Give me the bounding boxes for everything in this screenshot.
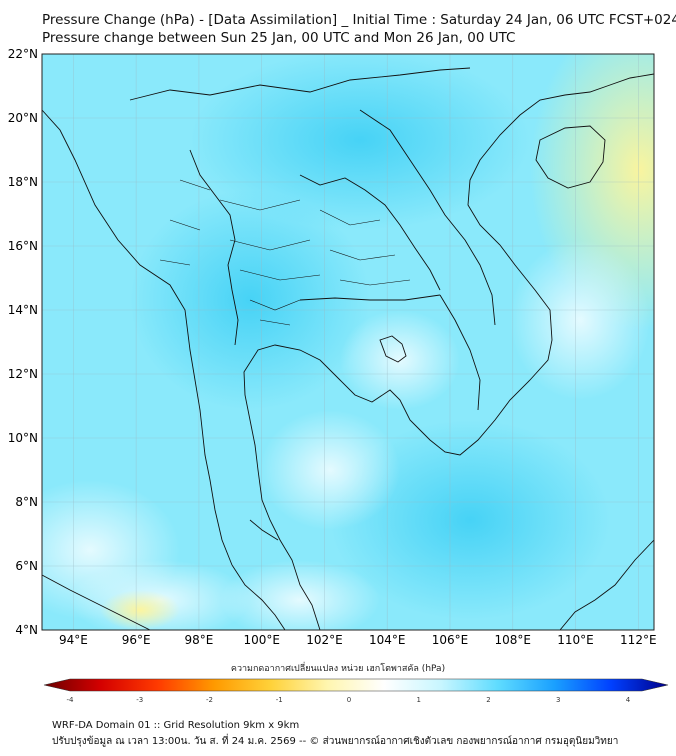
lon-tick-label: 110°E bbox=[557, 633, 594, 647]
lat-tick-label: 22°N bbox=[8, 47, 38, 61]
border-thai-cambodia bbox=[299, 294, 441, 301]
lat-tick-label: 8°N bbox=[15, 495, 38, 509]
lat-tick-label: 16°N bbox=[8, 239, 38, 253]
colorbar-ticks: -4 -3 -2 -1 0 1 2 3 4 bbox=[67, 696, 631, 704]
coastline-gulf bbox=[243, 73, 654, 630]
coastline-west bbox=[42, 109, 233, 566]
colorbar-ramp bbox=[43, 678, 669, 692]
latitude-axis-labels: 22°N 20°N 18°N 16°N 14°N 12°N 10°N 8°N 6°N 4°N bbox=[8, 47, 38, 637]
lat-tick-label: 14°N bbox=[8, 303, 38, 317]
lat-tick-label: 20°N bbox=[8, 111, 38, 125]
lat-tick-label: 18°N bbox=[8, 175, 38, 189]
lon-tick-label: 108°E bbox=[495, 633, 532, 647]
colorbar-label: ความกดอากาศเปลี่ยนแปลง หน่วย เฮกโตพาสคัล… bbox=[230, 664, 446, 674]
colorbar-tick-label: 0 bbox=[347, 696, 351, 704]
colorbar-tick-label: 2 bbox=[486, 696, 490, 704]
lat-tick-label: 6°N bbox=[15, 559, 38, 573]
coastline-peninsula-west bbox=[231, 564, 286, 630]
lon-tick-label: 98°E bbox=[184, 633, 213, 647]
map-title-line2: Pressure change between Sun 25 Jan, 00 U… bbox=[42, 30, 516, 46]
colorbar-tick-label: -1 bbox=[276, 696, 283, 704]
footer-update-info: ปรับปรุงข้อมูล ณ เวลา 13:00น. วัน ส. ที่… bbox=[52, 736, 619, 747]
colorbar-tick-label: -4 bbox=[67, 696, 75, 704]
hainan-island bbox=[535, 125, 606, 189]
colorbar-tick-label: -2 bbox=[206, 696, 213, 704]
pressure-field-shading bbox=[42, 54, 654, 630]
coastline-borneo bbox=[559, 539, 654, 630]
border-myanmar-thai bbox=[189, 149, 239, 346]
map-frame bbox=[41, 53, 655, 631]
province-lines bbox=[159, 179, 411, 326]
lon-tick-label: 106°E bbox=[432, 633, 469, 647]
lon-tick-label: 94°E bbox=[59, 633, 88, 647]
border-china-north bbox=[129, 67, 471, 101]
colorbar-tick-label: 1 bbox=[417, 696, 421, 704]
lat-tick-label: 10°N bbox=[8, 431, 38, 445]
lat-tick-label: 12°N bbox=[8, 367, 38, 381]
coastline-sumatra bbox=[42, 574, 151, 630]
lat-lon-grid bbox=[42, 53, 654, 631]
colorbar-tick-label: 4 bbox=[626, 696, 631, 704]
border-laos-vietnam bbox=[359, 109, 496, 326]
longitude-axis-labels: 94°E 96°E 98°E 100°E 102°E 104°E 106°E 108°E 110… bbox=[59, 633, 657, 647]
colorbar-tick-label: -3 bbox=[136, 696, 143, 704]
lat-tick-label: 4°N bbox=[15, 623, 38, 637]
lon-tick-label: 102°E bbox=[306, 633, 343, 647]
border-thai-laos bbox=[299, 174, 441, 291]
map-title-line1: Pressure Change (hPa) - [Data Assimilati… bbox=[42, 12, 676, 28]
colorbar-tick-label: 3 bbox=[556, 696, 560, 704]
lon-tick-label: 96°E bbox=[122, 633, 151, 647]
lon-tick-label: 104°E bbox=[369, 633, 406, 647]
colorbar: -4 -3 -2 -1 0 1 2 3 4 bbox=[43, 678, 669, 704]
border-thai-malaysia bbox=[249, 519, 279, 541]
lon-tick-label: 112°E bbox=[620, 633, 657, 647]
border-cambodia-vietnam bbox=[439, 294, 481, 411]
coastlines-borders bbox=[42, 67, 654, 630]
tonle-sap-lake bbox=[379, 335, 407, 363]
lon-tick-label: 100°E bbox=[243, 633, 280, 647]
footer-domain-info: WRF-DA Domain 01 :: Grid Resolution 9km … bbox=[52, 720, 300, 731]
